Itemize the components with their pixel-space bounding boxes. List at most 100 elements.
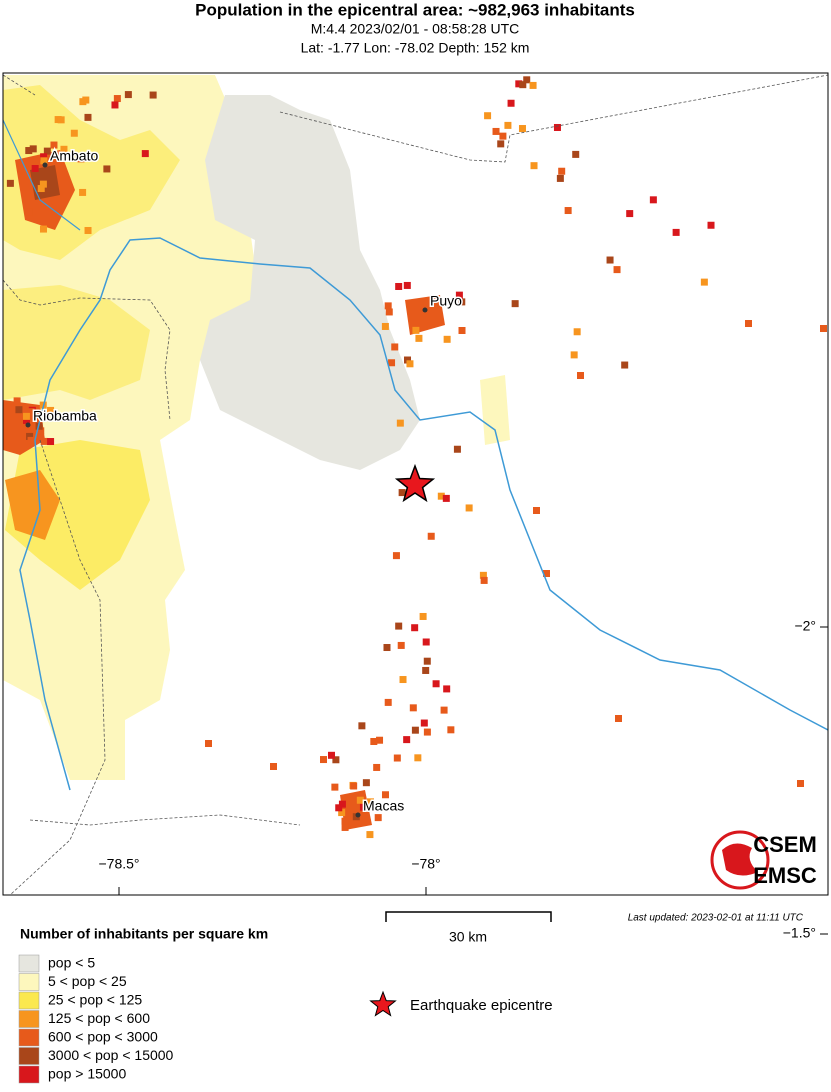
subtitle: Lat: -1.77 Lon: -78.02 Depth: 152 km [301,40,530,56]
settlement [332,756,340,764]
settlement [395,282,403,290]
border [3,74,828,895]
settlement [530,162,538,170]
city-label: Riobamba [33,408,97,424]
settlement [533,507,540,514]
legend-label: pop > 15000 [48,1066,126,1082]
settlement [423,728,431,736]
settlement [411,726,419,734]
settlement [573,328,581,336]
logo-map [722,843,758,876]
settlement [270,763,277,770]
settlement [373,763,381,771]
settlement [613,266,621,274]
settlement [395,622,403,630]
settlement [553,123,561,131]
settlement [404,356,412,364]
settlement [366,831,374,839]
settlement [523,76,531,84]
legend-label: pop < 5 [48,955,95,971]
settlement [50,141,58,149]
lon-tick-label: −78.5° [98,856,139,872]
settlement [6,179,14,187]
settlement [672,228,680,236]
settlement [492,127,500,135]
settlement [39,225,47,233]
legend-swatch [18,954,40,973]
river [3,119,81,231]
settlement [453,445,461,453]
logo: CSEM EMSC [710,830,817,890]
settlement [479,571,487,579]
settlement [384,302,392,310]
scale-label: 30 km [449,929,487,945]
legend-epicentre: Earthquake epicentre [410,997,553,1014]
settlement [40,437,48,445]
settlement [113,95,121,103]
land-sparse [480,375,510,445]
settlement [27,436,35,444]
settlement [420,719,428,727]
settlement [422,638,430,646]
settlement [443,335,451,343]
settlement [29,145,37,153]
settlement [391,343,399,351]
settlement [31,165,39,173]
settlement [358,722,366,730]
settlement [39,180,47,188]
settlement [515,80,523,88]
settlement [381,791,389,799]
settlement [615,715,622,722]
settlement [403,281,411,289]
map: Ambato Riobamba Puyo Macas [3,73,828,895]
subtitle: M:4.4 2023/02/01 - 08:58:28 UTC [311,21,520,37]
settlement [442,494,450,502]
legend-swatch [18,991,40,1010]
settlement [504,121,512,129]
settlement [392,552,400,560]
settlement [22,416,30,424]
legend-swatch [18,1010,40,1028]
settlement [15,406,23,414]
settlement [40,157,48,165]
legend-star [369,990,397,1017]
settlement [443,685,451,693]
settlement [383,644,391,652]
settlement [518,125,526,133]
legend-label: 25 < pop < 125 [48,992,142,1008]
settlement [511,300,519,308]
city-dot [42,162,48,168]
logo-text: EMSC [753,863,817,888]
city-label: Puyo [430,293,462,309]
settlement [707,221,715,229]
settlement [141,150,149,158]
settlement [359,803,367,811]
settlement [570,351,578,359]
settlement [338,809,346,817]
city-label: Macas [363,798,404,814]
settlement [370,737,378,745]
settlement [335,804,343,812]
settlement [205,740,212,747]
settlement [124,91,132,99]
legend-title: Number of inhabitants per square km [20,926,268,942]
settlement [70,129,78,137]
settlement [558,167,566,175]
logo-text: CSEM [753,832,817,857]
city-dot [25,422,31,428]
settlement [350,782,358,790]
settlement [331,783,339,791]
settlement [362,779,370,787]
settlement [403,736,411,744]
settlement [22,412,30,420]
settlement [700,278,708,286]
settlement [465,504,473,512]
settlement [40,153,48,161]
settlement [356,796,364,804]
settlement [328,751,336,759]
scale-line [385,911,552,922]
settlement [497,140,505,148]
settlement [820,325,827,332]
settlement [393,754,401,762]
settlement [79,188,87,196]
